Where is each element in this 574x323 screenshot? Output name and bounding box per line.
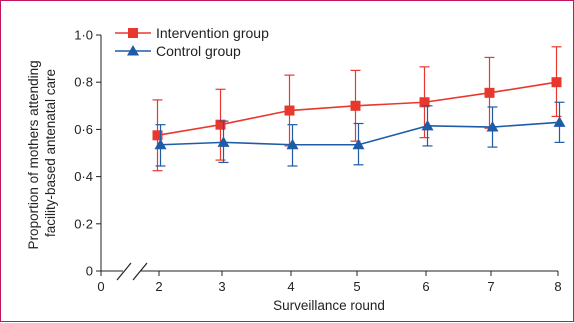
- data-point: [217, 136, 230, 147]
- y-axis-title-line-1: Proportion of mothers attending: [26, 60, 41, 249]
- data-point: [484, 87, 495, 98]
- legend-label: Intervention group: [156, 25, 269, 41]
- data-point: [553, 116, 566, 127]
- data-point: [486, 121, 499, 132]
- data-point: [419, 97, 430, 108]
- x-tick-label: 8: [554, 279, 561, 294]
- legend-marker: [128, 28, 138, 38]
- data-point: [152, 130, 163, 141]
- series-layer: [152, 46, 566, 172]
- y-tick-label: 0·6: [74, 122, 93, 137]
- data-point: [350, 100, 361, 111]
- y-tick-label: 0·2: [74, 216, 93, 231]
- legend: Intervention group Control group: [115, 25, 269, 59]
- x-tick-label: 0: [97, 279, 104, 294]
- data-point: [154, 138, 167, 150]
- legend-marker: [127, 45, 139, 56]
- series-control: [154, 101, 566, 167]
- x-tick-label: 7: [487, 279, 494, 294]
- axis-break-mark: [132, 262, 148, 281]
- data-point: [215, 119, 226, 130]
- x-tick-label: 3: [218, 279, 225, 294]
- data-point: [284, 105, 295, 116]
- y-axis-title: Proportion of mothers attending facility…: [26, 57, 58, 250]
- data-point: [551, 77, 562, 88]
- data-point: [286, 138, 299, 150]
- x-tick-label: 5: [353, 279, 360, 294]
- y-tick-label: 0: [86, 264, 93, 279]
- y-tick-label: 0·4: [74, 169, 93, 184]
- axis-break-mark: [116, 262, 132, 281]
- x-tick-label: 6: [422, 279, 429, 294]
- axes: 0 0·2 0·4 0·6 0·8 1·0 0 2 3 4 5 6 7 8: [74, 28, 561, 295]
- data-point: [421, 119, 434, 131]
- data-point: [352, 138, 365, 150]
- y-axis-title-line-2: facility-based antenatal care: [43, 69, 58, 237]
- x-axis-title: Surveillance round: [273, 298, 385, 313]
- series-intervention: [152, 46, 562, 172]
- x-tick-label: 4: [287, 279, 294, 294]
- y-tick-label: 0·8: [74, 75, 93, 90]
- x-tick-label: 2: [155, 279, 162, 294]
- y-tick-label: 1·0: [74, 28, 93, 43]
- legend-label: Control group: [156, 43, 241, 59]
